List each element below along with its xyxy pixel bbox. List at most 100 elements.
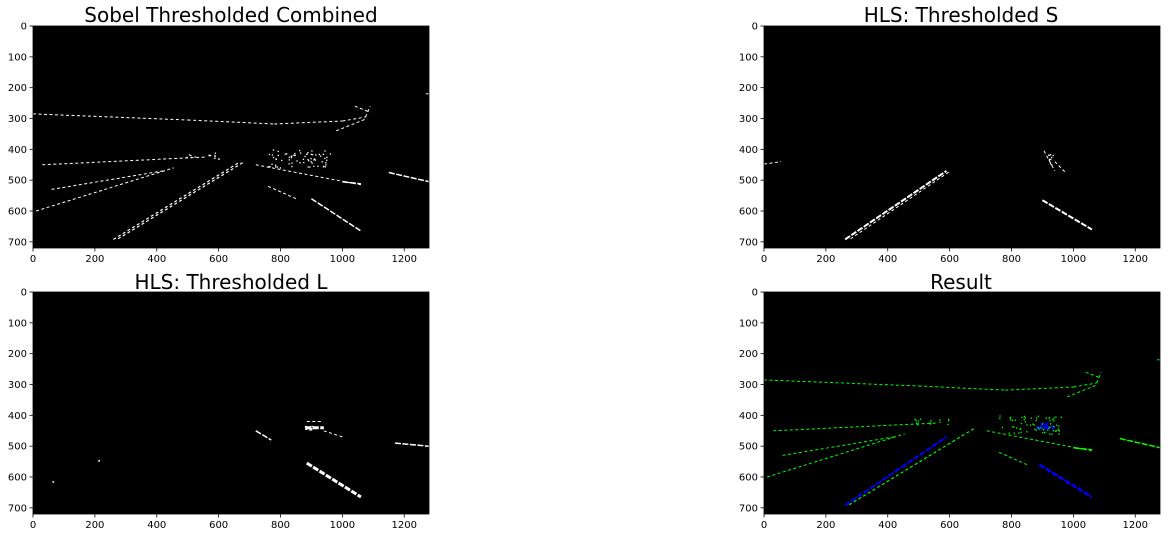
pixel-mark [272,156,275,159]
pixel-mark [914,418,916,420]
pixel-trail [1005,386,1074,391]
pixel-mark [919,418,922,420]
pixel-mark [1045,417,1047,419]
pixel-mark [194,156,196,158]
pixel-mark [313,159,315,161]
pixel-mark [1046,426,1048,428]
pixel-trail [342,116,366,122]
pixel-mark [939,419,941,421]
pixel-mark [290,155,292,157]
pixel-mark [1050,158,1052,161]
y-tick-label: 0 [752,288,758,299]
y-tick-label: 100 [739,318,758,329]
pixel-mark [915,420,917,422]
pixel-mark [1045,424,1047,426]
image-area [33,26,429,248]
pixel-mark [98,460,100,462]
pixel-mark [318,153,320,156]
pixel-trail [365,106,371,118]
pixel-mark [1013,426,1015,428]
pixel-mark [306,428,308,430]
pixel-mark [1051,164,1053,166]
pixel-mark [288,163,290,165]
pixel-mark [1048,427,1050,429]
pixel-mark [1024,417,1026,419]
pixel-mark [311,150,313,152]
pixel-mark [1049,419,1051,422]
y-tick-label: 700 [739,503,758,514]
panel-title: HLS: Thresholded L [134,270,328,294]
pixel-mark [1047,429,1049,431]
pixel-mark [1058,429,1060,432]
x-tick-label: 200 [85,254,104,265]
pixel-mark [1048,154,1050,156]
axis-frame [32,25,430,249]
pixel-mark [1021,416,1023,419]
pixel-mark [947,418,950,421]
pixel-mark [310,425,312,428]
pixel-mark [319,155,322,157]
pixel-mark [1060,416,1062,418]
pixel-mark [1037,415,1040,417]
pixel-mark [1045,425,1047,427]
x-tick-label: 800 [1002,520,1021,531]
pixel-mark [326,156,328,158]
pixel-mark [326,159,328,161]
pixel-mark [209,155,212,157]
x-tick-label: 1200 [1123,254,1148,265]
pixel-mark [1046,423,1048,425]
y-tick-label: 600 [739,207,758,218]
pixel-mark [1058,433,1060,435]
pixel-mark [1023,415,1025,417]
y-tick-label: 400 [739,145,758,156]
pixel-mark [271,163,273,165]
pixel-mark [218,158,220,160]
x-tick-label: 1200 [392,520,417,531]
pixel-trail [1096,372,1102,384]
x-tick-label: 1000 [1061,520,1086,531]
y-tick-label: 500 [739,442,758,453]
pixel-mark [310,428,312,430]
x-tick-label: 1000 [1061,254,1086,265]
y-tick-label: 100 [8,318,27,329]
x-tick-label: 200 [816,254,835,265]
pixel-mark [306,426,308,428]
pixel-mark [1024,421,1026,423]
pixel-trail [113,161,241,240]
pixel-mark [281,159,283,162]
x-tick-label: 600 [940,520,959,531]
pixel-trail [1073,382,1097,388]
pixel-mark [310,161,312,163]
pixel-mark [324,150,326,152]
x-tick-label: 1200 [392,254,417,265]
pixel-mark [303,161,305,164]
pixel-trail [187,119,275,125]
y-tick-label: 200 [739,83,758,94]
pixel-mark [286,153,288,155]
pixel-mark [1040,423,1042,425]
pixel-trail [1067,384,1099,398]
pixel-mark [305,428,307,430]
y-tick-label: 500 [739,176,758,187]
pixel-mark [214,157,216,159]
image-area [764,26,1160,248]
pixel-mark [1009,419,1012,421]
pixel-mark [916,422,918,424]
pixel-mark [314,159,317,161]
x-tick-label: 600 [209,254,228,265]
y-tick-label: 500 [8,442,27,453]
pixel-trail [1038,463,1093,499]
pixel-mark [299,162,301,164]
y-tick-label: 600 [8,207,27,218]
pixel-mark [1018,432,1020,434]
y-tick-label: 400 [739,411,758,422]
pixel-mark [310,429,312,431]
pixel-mark [275,158,277,160]
pixel-mark [268,153,271,156]
pixel-trail [117,161,244,240]
y-tick-label: 100 [8,52,27,63]
y-tick-label: 200 [739,349,758,360]
pixel-mark [324,166,326,168]
pixel-mark [291,162,293,164]
pixel-mark [1012,426,1014,428]
